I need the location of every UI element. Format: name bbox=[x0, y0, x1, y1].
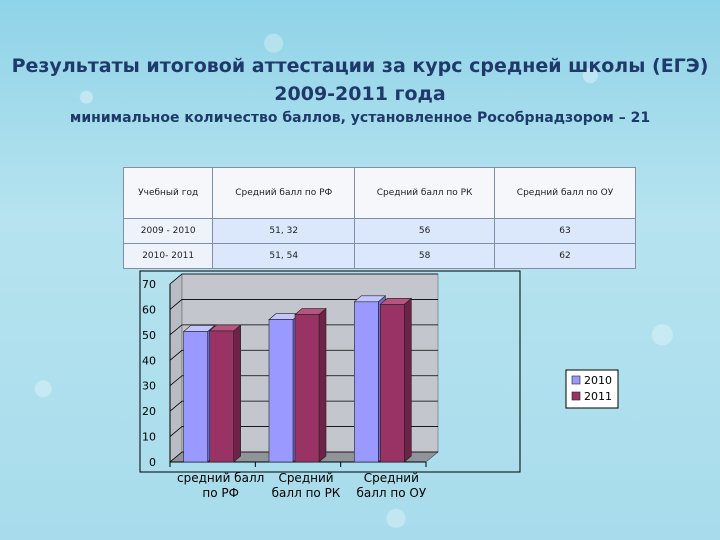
bar-2010-0 bbox=[183, 331, 208, 463]
bar-2011-0 bbox=[209, 330, 234, 463]
title-line-1: Результаты итоговой аттестации за курс с… bbox=[11, 55, 709, 77]
y-tick-label: 50 bbox=[142, 329, 156, 342]
gridline bbox=[169, 375, 438, 387]
bar-2010-1 bbox=[268, 319, 294, 463]
table-header-cell: Учебный год bbox=[122, 167, 214, 219]
table-row: 2009 - 2010 51, 32 56 63 bbox=[122, 218, 636, 244]
table-cell: 51, 32 bbox=[212, 218, 356, 244]
table-cell: 56 bbox=[354, 218, 496, 244]
table-cell: 51, 54 bbox=[212, 243, 356, 269]
table-header-row: Учебный год Средний балл по РФ Средний б… bbox=[122, 167, 636, 219]
side-wall bbox=[169, 273, 183, 463]
y-tick-label: 70 bbox=[142, 278, 156, 291]
gridline bbox=[169, 400, 438, 412]
title-line-2: 2009-2011 года bbox=[274, 83, 446, 105]
legend-swatch-2011 bbox=[571, 391, 581, 401]
y-tick-label: 60 bbox=[142, 303, 156, 316]
table-cell: 2010- 2011 bbox=[122, 243, 214, 269]
gridline bbox=[169, 426, 438, 437]
gridline bbox=[169, 273, 438, 285]
gridline bbox=[169, 349, 438, 361]
gridline bbox=[169, 324, 438, 336]
bar-2011-1 bbox=[294, 314, 320, 463]
y-tick-label: 20 bbox=[142, 405, 156, 418]
table-cell: 62 bbox=[494, 243, 636, 269]
bar-2010-2 bbox=[354, 301, 379, 463]
y-tick-label: 40 bbox=[142, 354, 156, 367]
table-header-cell: Средний балл по ОУ bbox=[494, 167, 636, 219]
legend-label: 2010 bbox=[584, 374, 612, 387]
x-category-label: Средний bbox=[364, 471, 419, 485]
table-row: 2010- 2011 51, 54 58 62 bbox=[122, 243, 636, 269]
page-subtitle: минимальное количество баллов, установле… bbox=[69, 110, 651, 126]
page-title: Результаты итоговой аттестации за курс с… bbox=[0, 52, 720, 108]
table-header-cell: Средний балл по РФ bbox=[212, 167, 356, 219]
x-category-label: балл по ОУ bbox=[356, 486, 426, 500]
x-category-label: балл по РК bbox=[272, 486, 341, 500]
table-header-cell: Средний балл по РК bbox=[354, 167, 496, 219]
y-tick-label: 0 bbox=[149, 456, 156, 469]
y-tick-label: 30 bbox=[142, 380, 156, 393]
x-category-label: средний балл bbox=[177, 471, 264, 485]
table-cell: 63 bbox=[494, 218, 636, 244]
table-cell: 2009 - 2010 bbox=[122, 218, 214, 244]
results-table: Учебный год Средний балл по РФ Средний б… bbox=[122, 167, 636, 269]
x-category-label: Средний bbox=[278, 471, 333, 485]
bar-side bbox=[233, 324, 241, 463]
bar-2011-2 bbox=[380, 304, 405, 463]
gridline bbox=[169, 451, 438, 463]
x-category-label: по РФ bbox=[202, 486, 239, 500]
table-cell: 58 bbox=[354, 243, 496, 269]
bar-side bbox=[318, 307, 327, 463]
gridline bbox=[169, 299, 438, 310]
y-tick-label: 10 bbox=[142, 431, 156, 444]
bar-side bbox=[404, 297, 412, 463]
chart-frame bbox=[139, 270, 521, 473]
legend-swatch-2010 bbox=[571, 375, 581, 385]
legend-label: 2011 bbox=[584, 390, 612, 403]
